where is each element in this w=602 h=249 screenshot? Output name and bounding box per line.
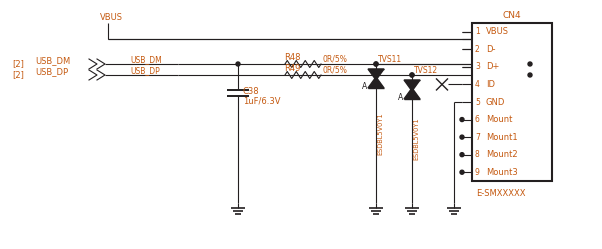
Text: D+: D+ [486, 62, 500, 71]
Text: E-SMXXXXX: E-SMXXXXX [476, 188, 526, 197]
Text: 4: 4 [475, 80, 480, 89]
Text: CN4: CN4 [503, 10, 521, 19]
Circle shape [460, 135, 464, 139]
Text: USB_DP: USB_DP [35, 67, 68, 76]
Text: R49: R49 [284, 63, 300, 72]
Text: ID: ID [486, 80, 495, 89]
Circle shape [374, 62, 378, 66]
Text: TVS12: TVS12 [414, 65, 438, 74]
Text: 1uF/6.3V: 1uF/6.3V [243, 97, 281, 106]
Circle shape [528, 73, 532, 77]
Text: ESDBL5V0Y1: ESDBL5V0Y1 [377, 113, 383, 155]
Circle shape [460, 170, 464, 174]
Text: 2: 2 [475, 45, 480, 54]
Text: Mount1: Mount1 [486, 133, 518, 142]
Text: 8: 8 [475, 150, 480, 159]
Polygon shape [368, 69, 384, 80]
Polygon shape [404, 88, 420, 99]
Text: A: A [362, 81, 367, 90]
Text: 0R/5%: 0R/5% [323, 65, 348, 74]
Circle shape [374, 62, 378, 66]
Text: USB_DP: USB_DP [130, 66, 160, 75]
Text: ESDBL5V0Y1: ESDBL5V0Y1 [413, 118, 419, 160]
Text: 3: 3 [475, 62, 480, 71]
Text: C38: C38 [243, 86, 259, 96]
Text: 9: 9 [475, 168, 480, 177]
Text: GND: GND [486, 98, 505, 107]
Text: USB_DM: USB_DM [130, 56, 162, 64]
Circle shape [410, 73, 414, 77]
Circle shape [460, 153, 464, 157]
Text: USB_DM: USB_DM [35, 57, 70, 65]
Bar [472, 23, 552, 181]
Text: A: A [398, 92, 403, 102]
Text: VBUS: VBUS [486, 27, 509, 36]
Text: Mount2: Mount2 [486, 150, 518, 159]
Text: 5: 5 [475, 98, 480, 107]
Circle shape [410, 73, 414, 77]
Text: Mount: Mount [486, 115, 512, 124]
Text: TVS11: TVS11 [378, 55, 402, 63]
Text: 0R/5%: 0R/5% [323, 55, 348, 63]
Circle shape [528, 62, 532, 66]
Circle shape [460, 118, 464, 122]
Polygon shape [368, 77, 384, 88]
Polygon shape [404, 80, 420, 91]
Text: [2]: [2] [12, 70, 24, 79]
Text: [2]: [2] [12, 60, 24, 68]
Text: 7: 7 [475, 133, 480, 142]
Text: 6: 6 [475, 115, 480, 124]
Text: VBUS: VBUS [100, 12, 123, 21]
Circle shape [236, 62, 240, 66]
Text: D-: D- [486, 45, 495, 54]
Text: 1: 1 [475, 27, 480, 36]
Text: R48: R48 [284, 53, 300, 62]
Text: Mount3: Mount3 [486, 168, 518, 177]
